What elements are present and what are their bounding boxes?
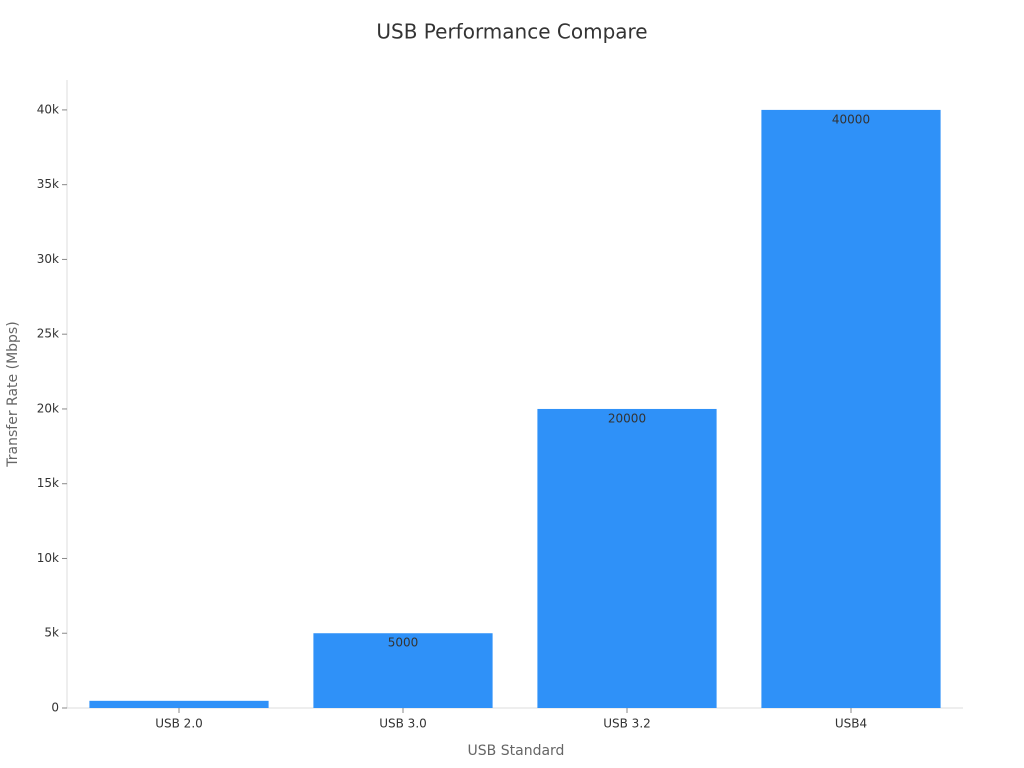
- bar: [89, 700, 269, 708]
- data-label: 20000: [608, 411, 646, 425]
- y-tick-label: 30k: [37, 252, 59, 266]
- y-tick-label: 35k: [37, 177, 59, 191]
- y-tick-label: 20k: [37, 401, 59, 415]
- bar: [313, 633, 493, 708]
- x-tick-label: USB4: [835, 717, 867, 731]
- y-axis-title: Transfer Rate (Mbps): [5, 321, 21, 467]
- y-tick-label: 40k: [37, 102, 59, 116]
- x-axis-title: USB Standard: [468, 743, 565, 759]
- x-tick-label: USB 3.0: [379, 717, 427, 731]
- bar: [761, 109, 941, 708]
- y-tick-label: 15k: [37, 476, 59, 490]
- x-tick-label: USB 3.2: [603, 717, 651, 731]
- y-tick-label: 10k: [37, 551, 59, 565]
- y-tick-label: 5k: [44, 626, 59, 640]
- y-tick-label: 25k: [37, 327, 59, 341]
- y-tick-label: 0: [51, 701, 59, 715]
- bar: [537, 408, 717, 708]
- data-label: 40000: [832, 112, 870, 126]
- chart-title: USB Performance Compare: [376, 20, 647, 44]
- x-tick-label: USB 2.0: [155, 717, 203, 731]
- data-label: 5000: [388, 636, 419, 650]
